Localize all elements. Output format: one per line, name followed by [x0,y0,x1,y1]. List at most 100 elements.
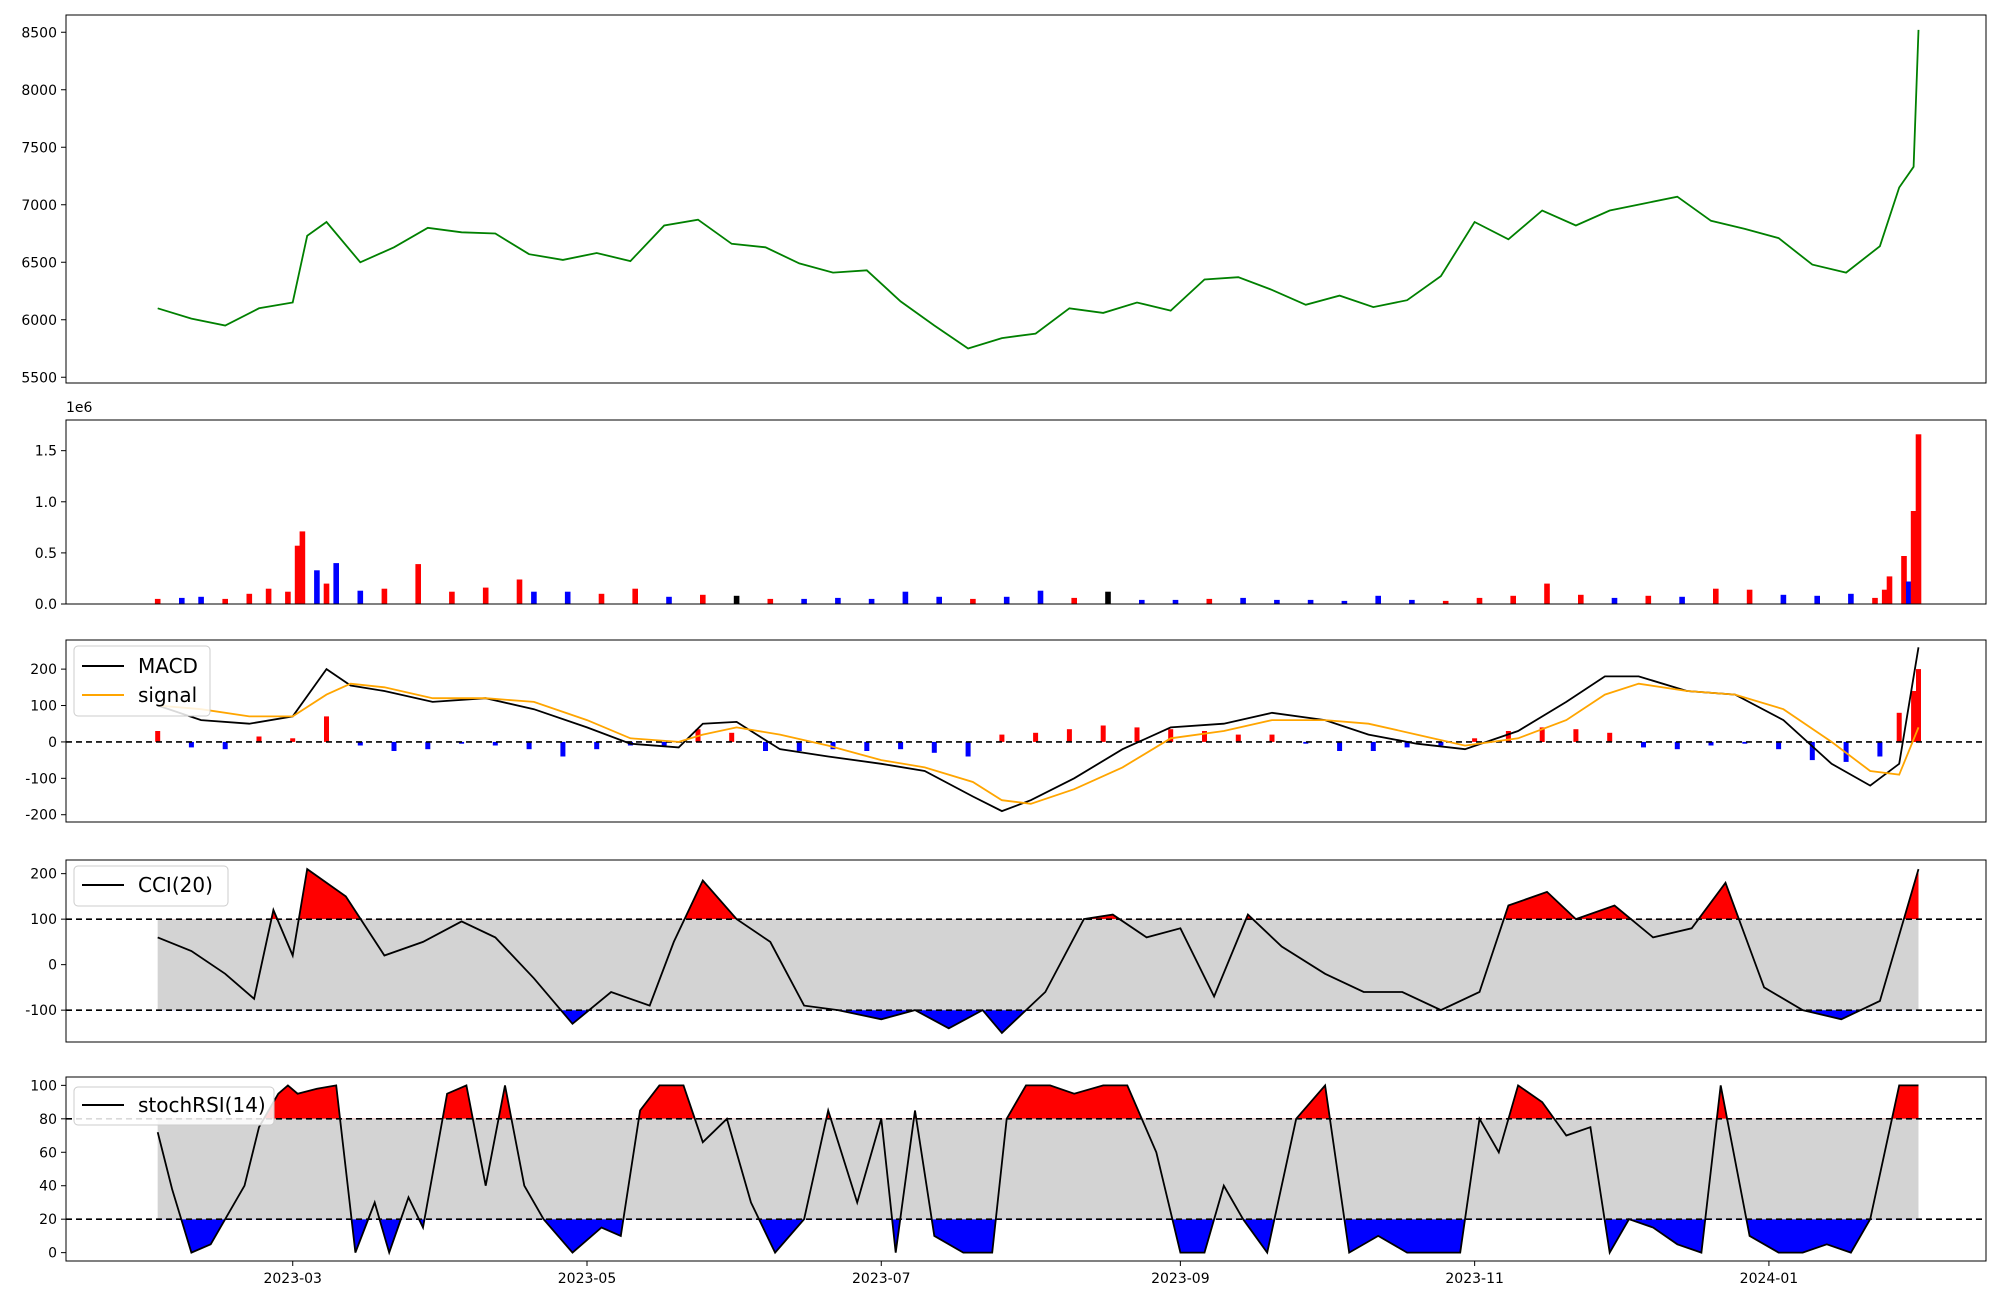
neutral-band [157,919,1919,1011]
y-tick-label: 60 [39,1145,57,1161]
macd-hist-bar [1269,734,1275,742]
neutral-band [157,1118,1919,1220]
volume-bar [1578,594,1584,604]
volume-panel: 0.0 0.5 1.0 1.5 1e6 [35,400,1987,613]
stochrsi-panel: 0 20 40 60 80 100 2023-03 2023-05 2023-07 2023-09… [30,1076,1987,1287]
volume-bar [1848,593,1854,604]
macd-hist-bar [1404,741,1410,748]
macd-panel: -200 -100 0 100 200 [25,639,1987,824]
y-tick-label: 0 [48,735,57,751]
volume-bar [632,588,638,604]
y-tick-label: 0 [48,1246,57,1262]
y-tick-label: 7000 [21,198,57,214]
macd-hist-bar [1607,732,1613,742]
volume-bar [1901,556,1907,604]
volume-bar [1746,589,1753,604]
macd-hist-bar [1168,729,1174,742]
volume-bar [700,594,706,604]
volume-bar [154,598,161,604]
volume-bar [1409,599,1415,604]
x-tick-label: 2023-11 [1445,1271,1504,1287]
volume-bar [801,598,807,604]
volume-bar [868,598,875,604]
macd-hist-bar [1202,731,1207,742]
macd-hist-bar [1505,731,1511,742]
macd-hist-bar [729,732,735,742]
cci-line [157,867,1920,1035]
macd-hist-bar [661,741,667,746]
volume-bar [299,531,306,604]
axes-frame [65,859,1987,1043]
macd-hist-bar [1134,727,1140,742]
macd-hist-bar [864,741,870,751]
volume-bar [1442,600,1449,604]
volume-bar [1206,598,1213,604]
volume-bar [1881,589,1888,604]
macd-hist-bar [999,734,1005,742]
macd-hist-bar [391,741,397,751]
axes-frame [65,419,1987,605]
y-tick-label: 200 [30,662,57,678]
volume-bar [333,563,339,604]
cci-legend: CCI(20) [73,865,229,907]
cci-panel: -100 0 100 200 [25,859,1987,1043]
macd-hist-bar [763,741,768,751]
volume-bar [1375,595,1381,604]
macd-hist-bar [324,716,329,742]
macd-hist-bar [459,741,465,744]
volume-offset-label: 1e6 [66,400,93,416]
volume-bar [1910,511,1917,604]
signal-line [157,682,1920,805]
volume-bar [1872,597,1878,604]
macd-hist-bar [1916,669,1921,742]
volume-bar [415,564,421,604]
volume-bar [294,545,301,604]
macd-hist-bar [1370,741,1376,751]
y-tick-label: 40 [39,1179,57,1195]
y-tick-label: -100 [25,1003,57,1019]
overbought-fill [157,869,1919,920]
price-panel: 5500 6000 6500 7000 7500 8000 8500 [21,14,1987,386]
stochrsi-legend-label: stochRSI(14) [138,1093,266,1117]
macd-hist-bar [1911,691,1917,742]
volume-bar [314,570,320,604]
macd-hist-bar [1641,741,1646,748]
y-tick-label: 6500 [21,255,57,271]
volume-bar [265,588,272,604]
volume-bar [1341,600,1348,604]
volume-bar [666,596,672,604]
volume-bar [598,593,605,604]
macd-hist-bar [931,741,937,753]
macd-hist-bar [222,741,228,750]
y-tick-label: 200 [30,867,57,883]
volume-bar [482,587,489,604]
volume-bar [222,598,228,604]
volume-bar [1886,576,1893,604]
macd-hist-bar [796,741,802,751]
macd-hist-bar [425,741,431,750]
y-tick-label: 6000 [21,313,57,329]
macd-hist-bar [526,741,532,750]
volume-bar [323,583,330,604]
x-tick-label: 2023-09 [1151,1271,1210,1287]
macd-legend: MACD signal [73,645,211,717]
volume-bar [835,597,841,604]
macd-hist-bar [560,741,566,757]
y-tick-label: 1.5 [35,444,57,460]
volume-bar [936,596,942,604]
y-tick-label: -100 [25,771,57,787]
volume-bar [1915,434,1922,604]
volume-bar [381,588,388,604]
macd-hist-bar [830,741,836,750]
axes-frame [65,1076,1987,1262]
macd-hist-bar [1742,741,1748,744]
volume-bar [531,591,537,604]
y-tick-label: 20 [39,1212,57,1228]
y-tick-label: 80 [39,1112,57,1128]
axes-frame [65,14,1987,384]
volume-bar [1307,599,1314,604]
macd-hist-bar [492,741,498,746]
volume-bar [1780,594,1787,604]
price-line [157,29,1920,350]
volume-bar [970,598,976,604]
